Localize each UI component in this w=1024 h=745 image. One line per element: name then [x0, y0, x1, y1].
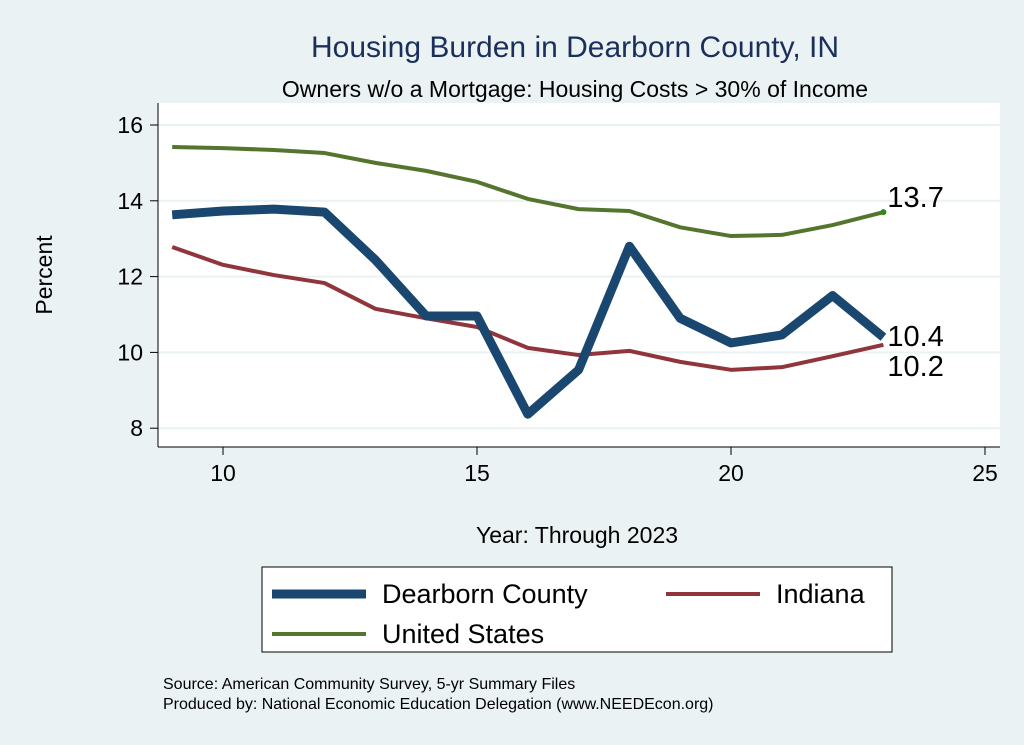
plot-area [158, 103, 1000, 447]
legend [261, 566, 893, 653]
y-axis-label: Percent [31, 235, 57, 315]
x-tick-label: 10 [210, 460, 236, 486]
source-note: Source: American Community Survey, 5-yr … [163, 676, 575, 693]
x-tick-label: 15 [464, 460, 490, 486]
x-tick-label: 25 [972, 460, 998, 486]
legend-label: Dearborn County [382, 579, 588, 609]
x-tick-label: 20 [718, 460, 744, 486]
end-label: 13.7 [887, 182, 943, 214]
y-tick-label: 10 [117, 339, 143, 365]
x-axis-label: Year: Through 2023 [476, 522, 678, 548]
legend-label: Indiana [776, 579, 866, 609]
produced-by-note: Produced by: National Economic Education… [163, 696, 714, 713]
end-label: 10.2 [887, 351, 943, 383]
series-line-indiana [171, 245, 884, 372]
series-line-dearborn-county [171, 204, 887, 419]
y-tick-label: 16 [117, 112, 143, 138]
chart-title: Housing Burden in Dearborn County, IN [311, 31, 839, 64]
end-label: 10.4 [887, 321, 943, 353]
y-tick-label: 12 [117, 264, 143, 290]
y-tick-label: 8 [130, 415, 143, 441]
end-point-marker [880, 209, 887, 216]
y-tick-label: 14 [117, 188, 143, 214]
chart-subtitle: Owners w/o a Mortgage: Housing Costs > 3… [282, 76, 868, 102]
series-line-united-states [172, 144, 884, 239]
legend-label: United States [382, 619, 544, 649]
